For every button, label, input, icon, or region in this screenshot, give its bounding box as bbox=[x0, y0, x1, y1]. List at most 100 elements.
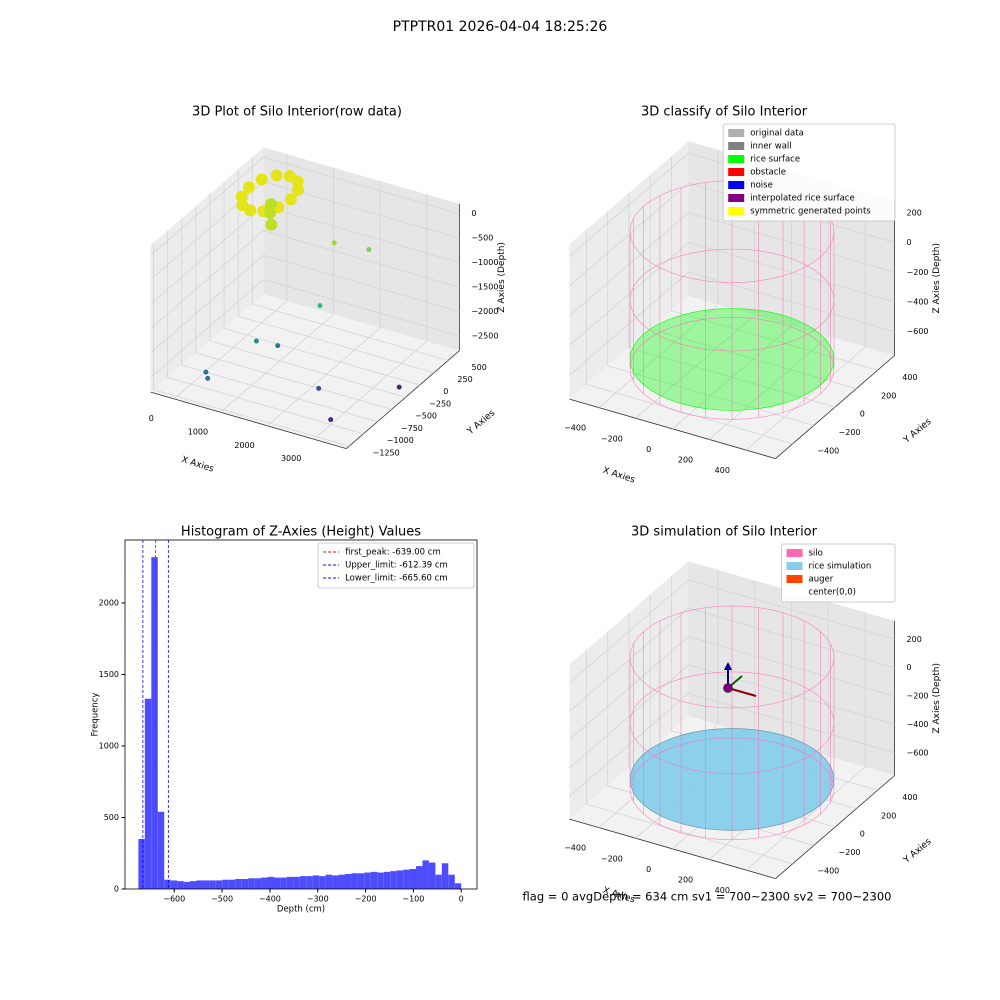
y-tick-label: −500 bbox=[415, 412, 437, 421]
y-tick-label: 0 bbox=[860, 830, 865, 839]
grid-line bbox=[569, 636, 895, 740]
grid-line bbox=[150, 254, 460, 354]
x-tick-label: 200 bbox=[678, 456, 693, 465]
bar bbox=[441, 863, 449, 889]
auger-arrow bbox=[727, 687, 757, 697]
bar bbox=[351, 873, 358, 889]
legend-box bbox=[317, 542, 475, 589]
legend-label: Lower_limit: -665.60 cm bbox=[345, 574, 447, 584]
point bbox=[205, 375, 211, 381]
grid-line bbox=[569, 692, 895, 797]
bar bbox=[177, 881, 184, 889]
y-tick-label: −400 bbox=[817, 446, 839, 455]
y-tick-label: −1250 bbox=[373, 448, 400, 457]
grid-line bbox=[569, 242, 895, 346]
center-marker bbox=[723, 683, 733, 693]
x-tick-label: 0 bbox=[149, 414, 154, 423]
grid-line bbox=[628, 193, 836, 408]
legend-box bbox=[722, 123, 896, 222]
x-tick-label: −200 bbox=[355, 895, 377, 904]
y-tick-label: 250 bbox=[457, 375, 472, 384]
bar bbox=[190, 881, 197, 889]
bar bbox=[235, 878, 242, 889]
bar bbox=[454, 883, 462, 889]
bar bbox=[164, 879, 171, 889]
legend-label: original data bbox=[750, 129, 804, 139]
z-tick-label: −600 bbox=[907, 748, 929, 757]
axis-line bbox=[569, 818, 776, 879]
bar bbox=[228, 879, 236, 889]
legend-patch bbox=[786, 562, 803, 570]
z-tick-label: −400 bbox=[907, 720, 929, 729]
point bbox=[270, 169, 283, 182]
grid-line bbox=[569, 271, 895, 376]
bar bbox=[267, 876, 274, 889]
legend-patch bbox=[728, 194, 745, 202]
legend-label: rice surface bbox=[750, 155, 800, 165]
legend-patch bbox=[728, 181, 745, 189]
legend-label: obstacle bbox=[750, 168, 786, 178]
grid-line bbox=[181, 218, 378, 423]
grid-line bbox=[672, 171, 792, 430]
grid-line bbox=[223, 181, 420, 386]
grid-line bbox=[745, 192, 866, 451]
point bbox=[275, 343, 281, 349]
x-tick-label: −300 bbox=[307, 895, 329, 904]
point bbox=[396, 384, 402, 390]
grid-line bbox=[209, 193, 406, 398]
point bbox=[265, 218, 278, 231]
grid-line bbox=[195, 206, 392, 410]
point bbox=[284, 193, 297, 206]
pane bbox=[150, 294, 460, 449]
y-tick-label: −250 bbox=[429, 399, 451, 408]
bar bbox=[403, 869, 410, 889]
legend-patch bbox=[728, 168, 745, 176]
legend-label: rice simulation bbox=[809, 562, 872, 572]
point bbox=[331, 240, 337, 246]
axis-line bbox=[775, 355, 895, 459]
x-tick-label: −100 bbox=[402, 895, 424, 904]
grid-line bbox=[167, 230, 364, 435]
point bbox=[253, 338, 259, 344]
z-axis-label: Z Axies (Depth) bbox=[932, 663, 942, 734]
bar bbox=[332, 875, 339, 889]
z-tick-label: −200 bbox=[907, 268, 929, 277]
auger-glyph bbox=[723, 662, 757, 697]
z-tick-label: −200 bbox=[907, 692, 929, 701]
grid-line bbox=[607, 211, 814, 426]
y-tick-label: −200 bbox=[839, 428, 861, 437]
x-tick-label: −400 bbox=[259, 895, 281, 904]
y-tick-label: −400 bbox=[817, 866, 839, 875]
legend-patch bbox=[728, 207, 745, 215]
grid-line bbox=[598, 149, 719, 408]
z-tick-label: −500 bbox=[471, 234, 493, 243]
grid-line bbox=[671, 156, 878, 371]
bar bbox=[209, 880, 216, 889]
grid-line bbox=[266, 181, 381, 427]
bar bbox=[286, 876, 294, 889]
bar bbox=[299, 876, 307, 889]
legend-patch bbox=[786, 575, 803, 583]
z-tick-label: 0 bbox=[907, 663, 912, 672]
x-tick-label: 1000 bbox=[188, 427, 208, 436]
point bbox=[264, 198, 277, 211]
y-tick-label: 500 bbox=[472, 363, 487, 372]
z-tick-label: −2000 bbox=[471, 307, 498, 316]
grid-line bbox=[150, 156, 460, 256]
subplot-title: 3D simulation of Silo Interior bbox=[631, 525, 818, 540]
subplot-title: Histogram of Z-Axies (Height) Values bbox=[181, 525, 421, 540]
bar bbox=[416, 866, 423, 889]
point bbox=[243, 181, 256, 194]
point bbox=[316, 385, 322, 391]
bar bbox=[357, 873, 365, 889]
legend-label: center(0,0) bbox=[809, 588, 857, 598]
legend-label: first_peak: -639.00 cm bbox=[345, 548, 441, 558]
bar bbox=[222, 879, 229, 889]
pane bbox=[150, 147, 264, 393]
x-tick-label: −400 bbox=[564, 844, 586, 853]
status-text: flag = 0 avgDepth = 634 cm sv1 = 700~230… bbox=[523, 890, 892, 904]
legend-label: Upper_limit: -612.39 cm bbox=[345, 561, 448, 571]
bar bbox=[396, 870, 404, 889]
grid-line bbox=[586, 649, 793, 865]
z-tick-label: 200 bbox=[907, 208, 922, 217]
